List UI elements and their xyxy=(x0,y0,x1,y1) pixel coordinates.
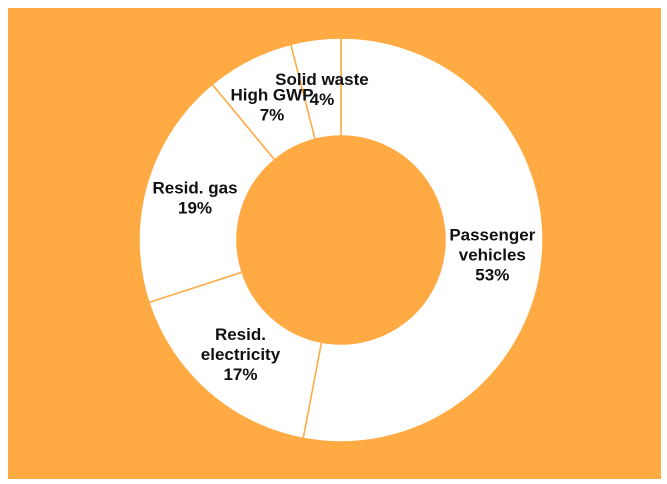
labels-layer: Passenger vehicles 53% Resid. electricity 17%… xyxy=(153,70,536,384)
donut-chart-svg: Passenger vehicles 53% Resid. electricity 17%… xyxy=(8,8,661,479)
donut-slice-passenger-vehicles xyxy=(302,37,544,443)
slice-label-solid-waste: Solid waste 4% xyxy=(275,70,369,109)
slice-value-label: 4% xyxy=(310,90,335,109)
slice-label-high-gwp: High GWP 7% xyxy=(230,86,313,125)
slice-name-label: Resid. gas xyxy=(153,179,238,198)
slice-name-label: electricity xyxy=(201,345,281,364)
slice-label-resid-gas: Resid. gas 19% xyxy=(153,179,238,218)
slice-value-label: 53% xyxy=(475,265,509,284)
donut-slice-resid-electricity xyxy=(147,271,323,440)
donut-slice-resid-gas xyxy=(138,83,276,304)
slice-name-label: Solid waste xyxy=(275,70,369,89)
slice-name-label: Resid. xyxy=(215,325,266,344)
slice-name-label: Passenger xyxy=(449,225,535,244)
donut-slice-solid-waste xyxy=(289,37,342,141)
slice-name-label: High GWP xyxy=(230,86,313,105)
slice-label-passenger-vehicles: Passenger vehicles 53% xyxy=(449,225,535,284)
slice-value-label: 17% xyxy=(223,365,257,384)
slice-name-label: vehicles xyxy=(459,245,526,264)
slice-value-label: 19% xyxy=(178,199,212,218)
donut-chart: Passenger vehicles 53% Resid. electricity 17%… xyxy=(8,8,661,479)
slice-label-resid-electricity: Resid. electricity 17% xyxy=(201,325,281,384)
slice-value-label: 7% xyxy=(260,106,285,125)
slices-layer xyxy=(138,37,544,443)
